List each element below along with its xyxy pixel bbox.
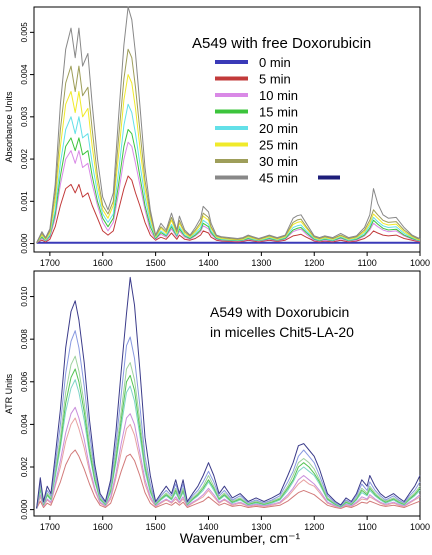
- x-tick-label: 1100: [357, 258, 376, 268]
- x-tick-label: 1000: [410, 522, 430, 532]
- y-tick-label: 0.005: [20, 22, 29, 43]
- x-tick-label: 1000: [410, 258, 430, 268]
- series-group-bottom: [36, 276, 421, 509]
- series-line-0-7: [36, 6, 421, 243]
- ylabel-top: Absorbance Units: [4, 91, 14, 163]
- series-line-1-1: [36, 417, 421, 509]
- series-line-0-1: [36, 175, 421, 244]
- series-line-0-5: [36, 74, 421, 243]
- chart-bottom: ATR Units A549 with Doxorubicin in micel…: [4, 270, 430, 546]
- x-tick-label: 1200: [304, 258, 324, 268]
- legend-label: 10 min: [259, 88, 298, 103]
- x-tick-label: 1200: [304, 522, 324, 532]
- series-line-1-5: [36, 355, 421, 509]
- series-line-1-0: [36, 449, 421, 509]
- legend-label: 15 min: [259, 105, 298, 120]
- y-tick-label: 0.002: [20, 149, 29, 170]
- series-line-0-4: [36, 103, 421, 244]
- chart-top: Absorbance Units A549 with free Doxorubi…: [4, 6, 430, 268]
- y-tick-label: 0.010: [20, 286, 29, 307]
- y-tick-label: 0.000: [20, 499, 29, 520]
- legend-label: 25 min: [259, 138, 298, 153]
- series-line-1-7: [36, 276, 421, 509]
- subtitle-bottom: in micelles Chit5-LA-20: [210, 324, 354, 340]
- y-tick-label: 0.004: [20, 64, 29, 85]
- x-tick-label: 1100: [357, 522, 376, 532]
- y-tick-label: 0.002: [20, 456, 29, 477]
- ylabel-bottom: ATR Units: [4, 373, 14, 414]
- series-group-top: [36, 6, 421, 244]
- x-tick-label: 1600: [93, 522, 113, 532]
- x-tick-label: 1700: [40, 258, 60, 268]
- title-top: A549 with free Doxorubicin: [192, 35, 371, 52]
- x-tick-label: 1400: [198, 258, 218, 268]
- axes-top: 1700 1600 1500 1400 1300 1200 1100 1000 0.000 0.0…: [20, 22, 430, 268]
- y-tick-label: 0.004: [20, 414, 29, 435]
- x-tick-label: 1400: [198, 522, 218, 532]
- plot-area-bottom: [33, 270, 421, 517]
- series-line-1-3: [36, 379, 421, 509]
- y-tick-label: 0.008: [20, 329, 29, 350]
- series-line-1-4: [36, 368, 421, 509]
- legend-label: 5 min: [259, 72, 291, 87]
- x-tick-label: 1300: [251, 522, 271, 532]
- series-line-0-6: [36, 48, 421, 243]
- x-tick-label: 1700: [40, 522, 60, 532]
- x-tick-label: 1300: [251, 258, 271, 268]
- xlabel-bottom: Wavenumber, cm⁻¹: [180, 530, 301, 546]
- axes-bottom: 1700 1600 1500 1400 1300 1200 1100 1000 0.000 0.0…: [20, 286, 430, 532]
- y-tick-label: 0.000: [20, 233, 29, 254]
- x-tick-label: 1600: [93, 258, 113, 268]
- series-line-1-2: [36, 406, 421, 509]
- series-line-1-6: [36, 330, 421, 509]
- y-tick-label: 0.001: [20, 191, 29, 212]
- x-tick-label: 1500: [146, 258, 166, 268]
- y-tick-label: 0.003: [20, 106, 29, 127]
- title-bottom: A549 with Doxorubicin: [210, 304, 349, 320]
- legend-label: 45 min: [259, 171, 298, 186]
- legend-label: 30 min: [259, 154, 298, 169]
- legend-label: 20 min: [259, 121, 298, 136]
- y-tick-label: 0.006: [20, 371, 29, 392]
- x-tick-label: 1500: [146, 522, 166, 532]
- legend-label: 0 min: [259, 55, 291, 70]
